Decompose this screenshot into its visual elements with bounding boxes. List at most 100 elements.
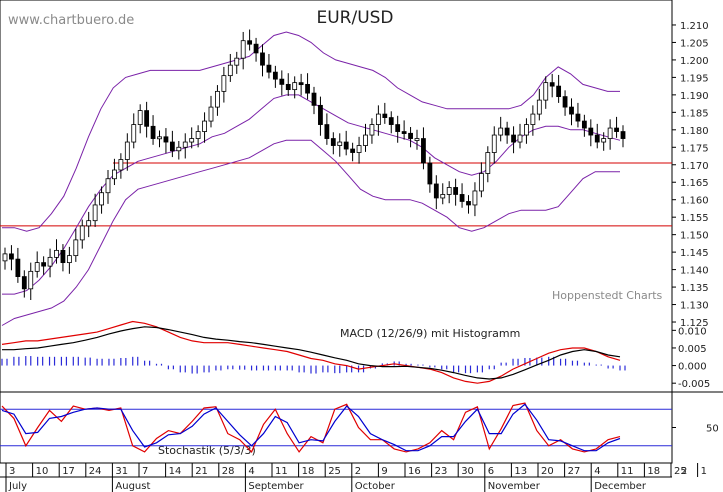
candle-body: [511, 134, 516, 143]
candle-body: [363, 134, 368, 146]
candle-body: [478, 173, 484, 192]
day-tick-label: 17: [62, 466, 75, 477]
macd-label: MACD (12/26/9) mit Histogramm: [340, 327, 520, 340]
candle-body: [601, 138, 607, 143]
macd-tick-label: 0.000: [678, 362, 707, 373]
candle-body: [79, 225, 85, 241]
candle-body: [131, 124, 137, 143]
candle-body: [253, 43, 259, 54]
day-tick-label: 6: [488, 466, 494, 477]
candle-body: [292, 82, 298, 91]
candle-body: [569, 106, 574, 115]
candle-body: [414, 138, 420, 141]
candle-body: [401, 131, 407, 134]
candle-body: [491, 134, 497, 153]
candle-body: [144, 110, 150, 127]
candle-body: [21, 276, 27, 290]
day-tick-label: 9: [381, 466, 387, 477]
candle-body: [562, 96, 568, 108]
candle-body: [2, 253, 8, 262]
candle-body: [15, 258, 21, 277]
price-tick-label: 1.200: [680, 56, 709, 67]
price-tick-label: 1.170: [680, 161, 709, 172]
candle-body: [73, 239, 79, 257]
price-tick-label: 1.190: [680, 91, 709, 102]
candle-body: [594, 134, 600, 143]
stochastic-axis: 50: [672, 424, 719, 435]
candle-body: [549, 82, 555, 87]
bollinger-middle-line: [2, 94, 621, 295]
candle-body: [99, 192, 104, 206]
candle-body: [466, 201, 471, 206]
candle-body: [279, 78, 285, 85]
candle-body: [408, 132, 413, 139]
candle-body: [240, 40, 246, 59]
month-label: December: [594, 481, 647, 492]
candle-body: [41, 262, 47, 267]
day-tick-label: 14: [169, 466, 182, 477]
day-tick-label: 24: [89, 466, 102, 477]
candle-body: [92, 204, 98, 222]
day-tick-label: 1: [701, 466, 707, 477]
price-tick-label: 1.175: [680, 143, 709, 154]
price-tick-label: 1.185: [680, 108, 709, 119]
candle-body: [47, 256, 53, 267]
price-tick-label: 1.130: [680, 301, 709, 312]
month-label: August: [115, 481, 150, 492]
candle-body: [446, 187, 452, 195]
candle-body: [208, 106, 214, 122]
price-tick-label: 1.155: [680, 213, 709, 224]
day-tick-label: 13: [514, 466, 527, 477]
candle-body: [498, 127, 504, 136]
month-label: July: [8, 481, 27, 492]
candle-body: [459, 194, 465, 202]
candle-body: [150, 125, 156, 139]
day-tick-label: 25: [674, 466, 687, 477]
candle-body: [433, 183, 439, 199]
candlestick-series: [2, 29, 626, 301]
candle-body: [517, 134, 523, 143]
candle-body: [530, 113, 536, 125]
candle-body: [28, 270, 34, 290]
bollinger-lower-line: [1, 139, 620, 326]
macd-panel: [1, 320, 626, 384]
candle-body: [524, 124, 529, 136]
candle-body: [356, 145, 362, 153]
day-tick-label: 18: [647, 466, 660, 477]
candle-body: [260, 52, 265, 66]
candle-body: [318, 104, 323, 125]
candle-body: [324, 124, 330, 139]
candle-body: [163, 136, 169, 143]
price-tick-label: 1.160: [680, 196, 709, 207]
candle-body: [195, 131, 201, 139]
candle-body: [118, 159, 124, 171]
day-tick-label: 7: [142, 466, 148, 477]
credit-label: Hoppenstedt Charts: [552, 289, 663, 302]
candle-body: [66, 255, 72, 264]
candle-body: [472, 190, 478, 206]
day-tick-label: 23: [435, 466, 448, 477]
candle-body: [272, 71, 278, 80]
day-tick-label: 30: [461, 466, 474, 477]
price-tick-label: 1.145: [680, 248, 709, 259]
price-tick-label: 1.150: [680, 231, 709, 242]
time-axis: 3 10 17 24 31 7 14 21 28 4 11 18 25 2 9 16 23 30 6 13 20 27 4 1…: [5, 463, 707, 492]
stochastic-k-line: [1, 402, 621, 453]
candle-body: [614, 127, 619, 132]
macd-signal-line: [2, 326, 621, 380]
macd-tick-label: -0.005: [678, 379, 710, 390]
candle-body: [607, 127, 613, 139]
candle-body: [556, 85, 562, 98]
day-tick-label: 20: [541, 466, 554, 477]
day-tick-label: 11: [621, 466, 634, 477]
candle-body: [9, 253, 14, 260]
candle-body: [620, 131, 626, 139]
stochastic-label: Stochastik (5/3/3): [158, 444, 256, 457]
price-tick-label: 1.205: [680, 38, 709, 49]
candle-body: [105, 178, 111, 194]
candle-body: [311, 92, 317, 106]
macd-tick-label: 0.005: [678, 344, 707, 355]
day-tick-label: 28: [222, 466, 235, 477]
stochastic-d-line: [1, 403, 621, 452]
candle-body: [369, 124, 375, 136]
